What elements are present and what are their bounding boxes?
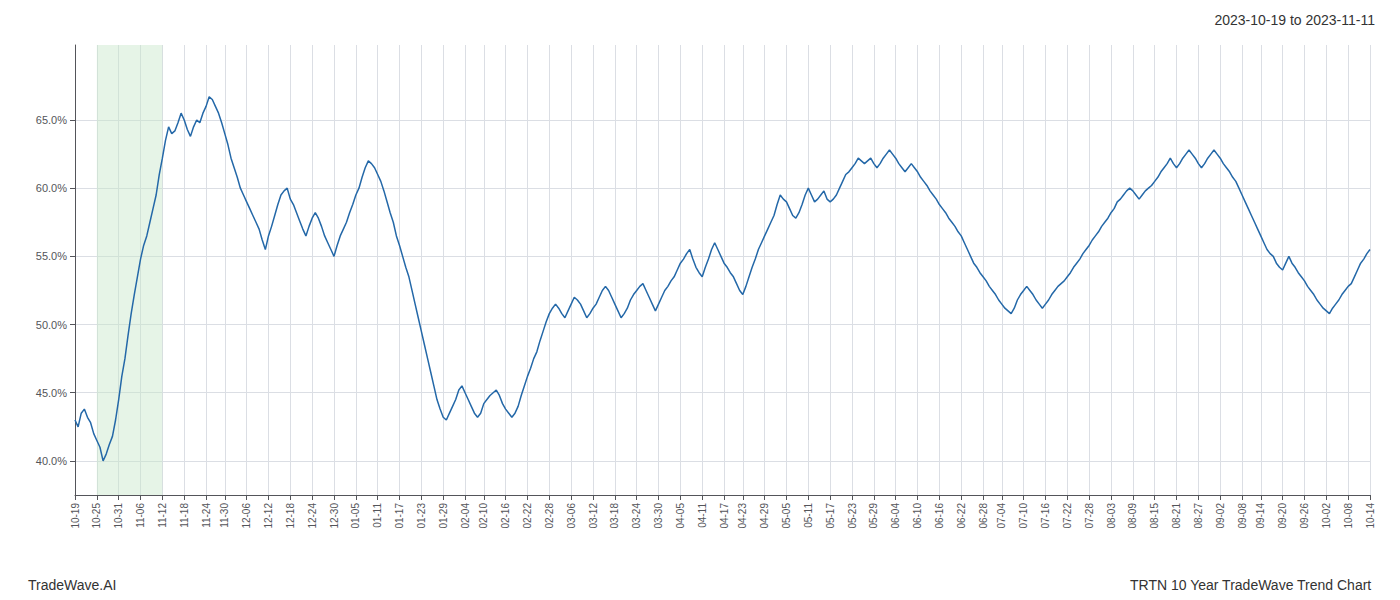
svg-text:10-14: 10-14 [1365,503,1376,529]
svg-text:10-19: 10-19 [70,503,81,529]
svg-text:50.0%: 50.0% [36,319,67,331]
svg-text:03-12: 03-12 [588,503,599,529]
svg-text:12-18: 12-18 [285,503,296,529]
svg-text:06-28: 06-28 [978,503,989,529]
svg-text:12-24: 12-24 [307,503,318,529]
svg-text:04-23: 04-23 [737,503,748,529]
svg-text:09-08: 09-08 [1237,503,1248,529]
svg-text:08-03: 08-03 [1106,503,1117,529]
svg-text:09-02: 09-02 [1215,503,1226,529]
svg-text:05-23: 05-23 [847,503,858,529]
svg-text:04-11: 04-11 [697,503,708,528]
svg-text:03-24: 03-24 [631,503,642,529]
svg-text:08-27: 08-27 [1193,503,1204,529]
svg-text:02-04: 02-04 [460,503,471,529]
svg-text:09-20: 09-20 [1277,503,1288,529]
svg-text:02-10: 02-10 [478,503,489,529]
svg-text:01-23: 01-23 [416,503,427,529]
svg-text:05-05: 05-05 [781,503,792,529]
svg-text:06-22: 06-22 [956,503,967,529]
svg-text:10-25: 10-25 [91,503,102,529]
svg-text:07-28: 07-28 [1084,503,1095,529]
svg-text:05-29: 05-29 [868,503,879,529]
svg-text:01-17: 01-17 [394,503,405,529]
svg-text:10-31: 10-31 [113,503,124,529]
svg-text:11-30: 11-30 [219,503,230,528]
svg-text:11-18: 11-18 [179,503,190,528]
svg-text:07-10: 07-10 [1018,503,1029,529]
svg-text:08-15: 08-15 [1149,503,1160,529]
svg-text:10-02: 10-02 [1321,503,1332,529]
svg-text:07-16: 07-16 [1040,503,1051,529]
svg-text:02-28: 02-28 [544,503,555,529]
svg-text:08-21: 08-21 [1171,503,1182,529]
svg-text:06-04: 06-04 [890,503,901,529]
svg-text:10-08: 10-08 [1343,503,1354,529]
svg-text:45.0%: 45.0% [36,387,67,399]
svg-text:07-22: 07-22 [1062,503,1073,529]
svg-text:06-16: 06-16 [934,503,945,529]
svg-text:2023-10-19 to 2023-11-11: 2023-10-19 to 2023-11-11 [1214,12,1375,28]
svg-text:04-05: 04-05 [675,503,686,529]
svg-text:01-05: 01-05 [350,503,361,529]
svg-text:12-12: 12-12 [263,503,274,529]
svg-text:05-11: 05-11 [803,503,814,528]
svg-text:05-17: 05-17 [825,503,836,529]
svg-text:04-17: 04-17 [719,503,730,529]
svg-text:04-29: 04-29 [759,503,770,529]
svg-text:60.0%: 60.0% [36,182,67,194]
svg-text:11-24: 11-24 [201,503,212,528]
svg-text:02-22: 02-22 [522,503,533,529]
svg-text:03-30: 03-30 [653,503,664,529]
svg-text:09-14: 09-14 [1255,503,1266,529]
svg-text:TradeWave.AI: TradeWave.AI [28,577,116,593]
svg-text:07-04: 07-04 [996,503,1007,529]
svg-text:02-16: 02-16 [500,503,511,529]
svg-text:01-29: 01-29 [438,503,449,529]
svg-text:08-09: 08-09 [1127,503,1138,529]
svg-text:12-06: 12-06 [241,503,252,529]
svg-text:TRTN 10 Year TradeWave Trend C: TRTN 10 Year TradeWave Trend Chart [1130,577,1371,593]
svg-text:40.0%: 40.0% [36,455,67,467]
svg-text:09-26: 09-26 [1299,503,1310,529]
svg-text:65.0%: 65.0% [36,114,67,126]
svg-text:03-06: 03-06 [566,503,577,529]
svg-text:11-12: 11-12 [157,503,168,528]
svg-text:01-11: 01-11 [372,503,383,528]
svg-text:55.0%: 55.0% [36,250,67,262]
svg-text:06-10: 06-10 [912,503,923,529]
svg-text:03-18: 03-18 [609,503,620,529]
svg-text:12-30: 12-30 [329,503,340,529]
svg-text:11-06: 11-06 [135,503,146,528]
